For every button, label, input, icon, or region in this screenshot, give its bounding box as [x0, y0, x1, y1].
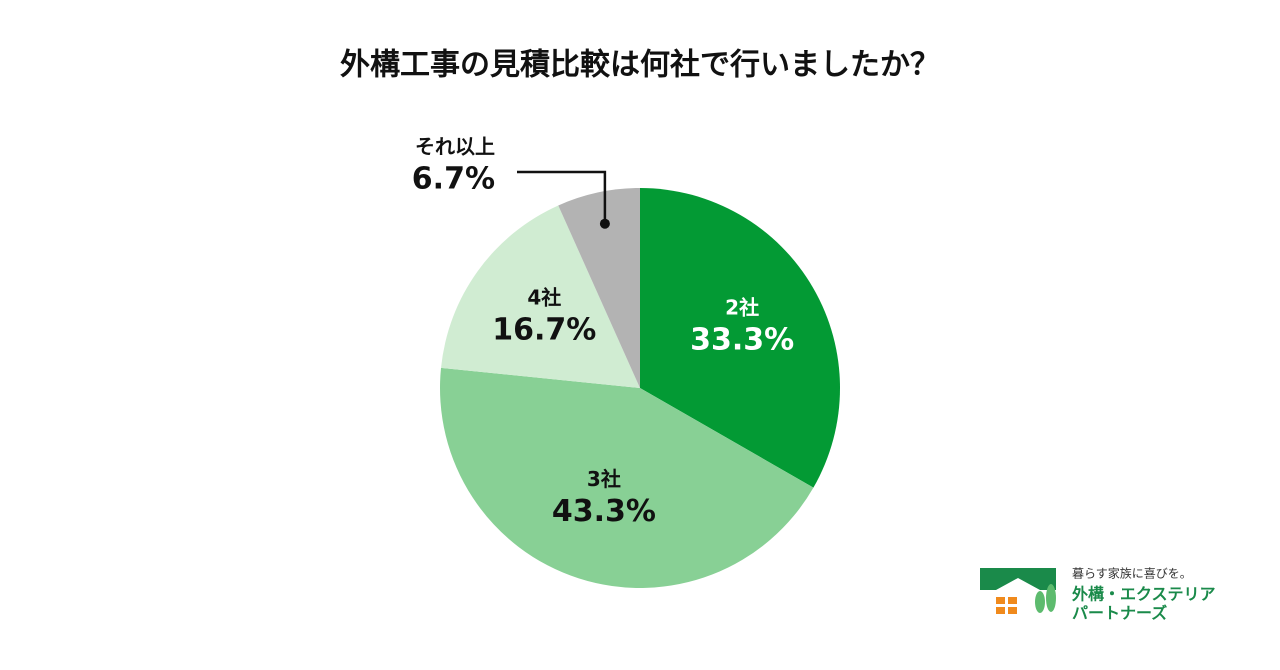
- slice-value-label: 6.7%: [412, 162, 495, 197]
- logo-window: [996, 607, 1005, 614]
- slice-category: それ以上: [415, 135, 495, 159]
- logo-name: パートナーズ: [1072, 604, 1167, 623]
- logo-tree: [1046, 584, 1056, 612]
- slice-category: 4社: [527, 285, 561, 309]
- pie-slice: [640, 188, 840, 488]
- pie-slice: [441, 205, 640, 388]
- logo-window: [996, 597, 1005, 604]
- slice-value-label: 16.7%: [492, 312, 596, 347]
- slice-category: 2社: [725, 295, 759, 319]
- chart-title: 外構工事の見積比較は何社で行いましたか？: [340, 48, 940, 83]
- slice-category: 3社: [587, 467, 621, 491]
- logo-name: 外構・エクステリア: [1071, 585, 1216, 604]
- logo-tree: [1035, 591, 1045, 613]
- pie-slice: [440, 367, 814, 588]
- logo-roof: [980, 568, 1056, 590]
- leader-line: [517, 170, 607, 224]
- logo-window: [1008, 607, 1017, 614]
- pie-slice: [558, 188, 640, 388]
- logo: 暮らす家族に喜びを。 外構・エクステリア パートナーズ: [980, 566, 1216, 623]
- slice-value-label: 43.3%: [552, 494, 656, 529]
- slice-value-label: 33.3%: [690, 322, 794, 357]
- logo-window: [1008, 597, 1017, 604]
- logo-tagline: 暮らす家族に喜びを。: [1072, 566, 1192, 581]
